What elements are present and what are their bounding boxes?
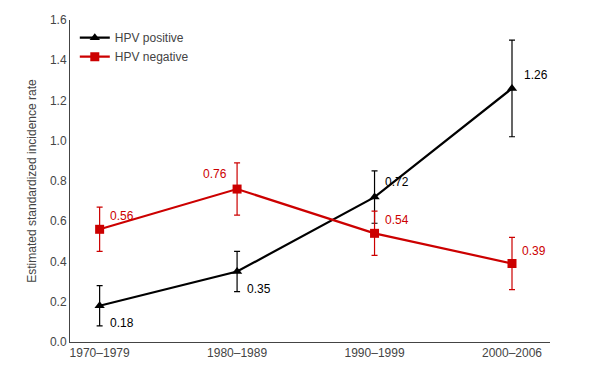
svg-text:0.35: 0.35 [247,282,271,296]
svg-text:1.4: 1.4 [50,53,67,67]
svg-text:HPV positive: HPV positive [115,31,184,45]
svg-text:1980–1989: 1980–1989 [207,346,267,360]
svg-text:0.2: 0.2 [50,295,67,309]
svg-text:0.76: 0.76 [203,167,227,181]
svg-text:1970–1979: 1970–1979 [70,346,130,360]
svg-text:HPV negative: HPV negative [115,50,189,64]
svg-text:0.6: 0.6 [50,214,67,228]
svg-text:1990–1999: 1990–1999 [345,346,405,360]
svg-text:0.4: 0.4 [50,255,67,269]
svg-text:0.8: 0.8 [50,174,67,188]
svg-text:2000–2006: 2000–2006 [482,346,542,360]
svg-text:1.26: 1.26 [524,68,548,82]
svg-text:1.2: 1.2 [50,94,67,108]
svg-text:0.39: 0.39 [522,244,546,258]
svg-text:0.18: 0.18 [110,316,134,330]
svg-text:0.0: 0.0 [50,335,67,349]
svg-text:0.72: 0.72 [385,175,409,189]
svg-text:0.54: 0.54 [385,213,409,227]
svg-text:1.0: 1.0 [50,134,67,148]
svg-text:Estimated standardized inciden: Estimated standardized incidence rate [25,79,39,283]
svg-text:1.6: 1.6 [50,13,67,27]
svg-text:0.56: 0.56 [110,209,134,223]
